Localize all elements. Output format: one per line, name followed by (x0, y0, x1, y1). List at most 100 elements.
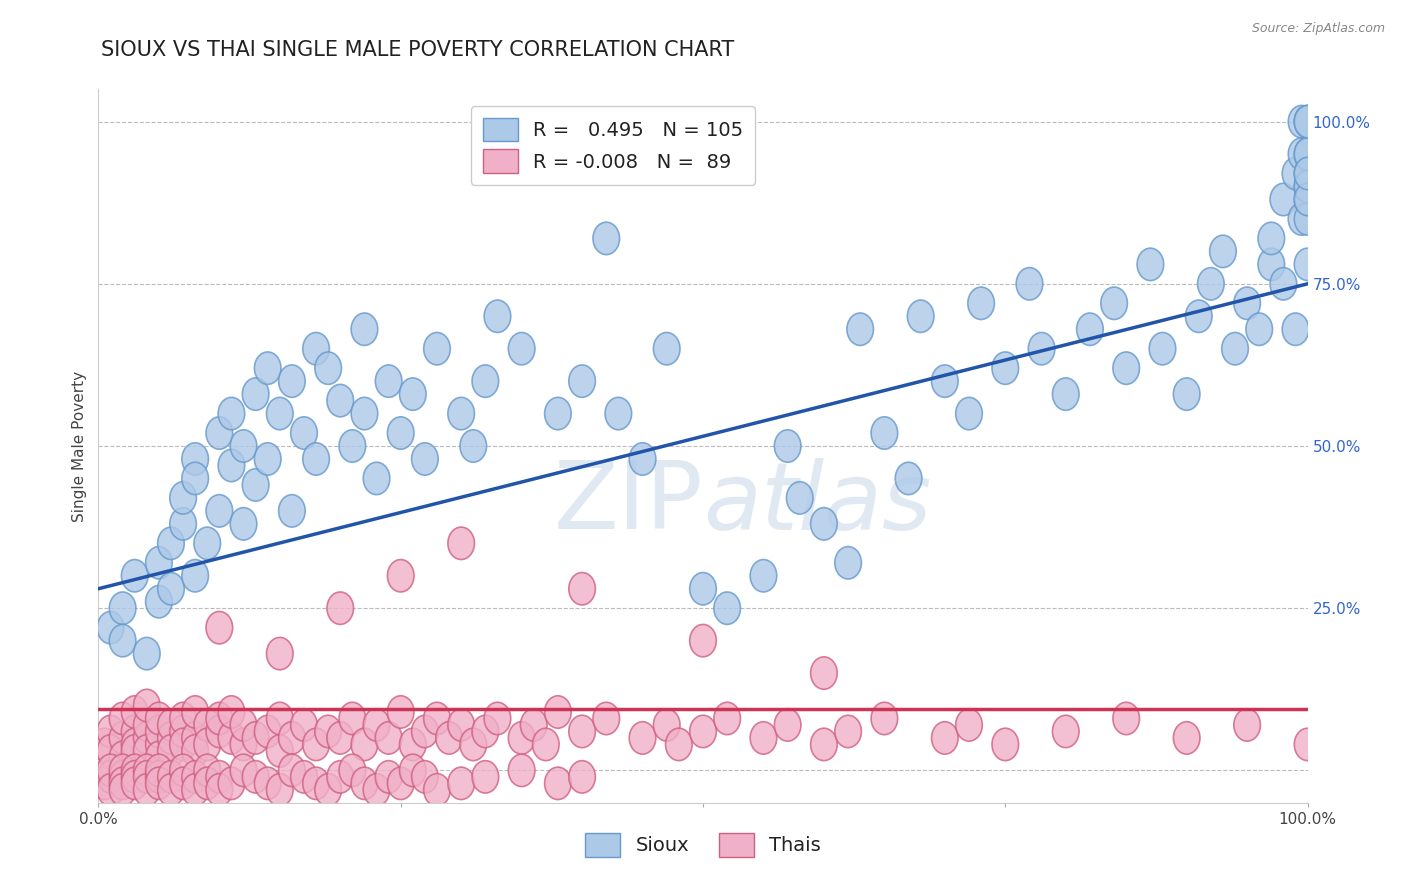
Ellipse shape (194, 728, 221, 761)
Ellipse shape (1149, 333, 1175, 365)
Ellipse shape (194, 527, 221, 559)
Ellipse shape (1198, 268, 1225, 300)
Ellipse shape (181, 442, 208, 475)
Ellipse shape (181, 462, 208, 495)
Ellipse shape (157, 527, 184, 559)
Ellipse shape (302, 333, 329, 365)
Ellipse shape (315, 715, 342, 747)
Ellipse shape (170, 767, 197, 799)
Ellipse shape (544, 696, 571, 728)
Ellipse shape (412, 442, 439, 475)
Ellipse shape (967, 287, 994, 319)
Ellipse shape (328, 384, 353, 417)
Ellipse shape (449, 767, 474, 799)
Ellipse shape (956, 397, 983, 430)
Ellipse shape (509, 754, 534, 787)
Ellipse shape (110, 767, 136, 799)
Ellipse shape (569, 761, 595, 793)
Ellipse shape (267, 735, 292, 767)
Ellipse shape (714, 702, 741, 735)
Ellipse shape (654, 333, 681, 365)
Ellipse shape (569, 365, 595, 397)
Ellipse shape (146, 767, 172, 799)
Ellipse shape (291, 709, 318, 741)
Ellipse shape (484, 300, 510, 333)
Ellipse shape (1295, 170, 1320, 202)
Ellipse shape (242, 468, 269, 501)
Ellipse shape (278, 365, 305, 397)
Ellipse shape (352, 313, 378, 345)
Text: SIOUX VS THAI SINGLE MALE POVERTY CORRELATION CHART: SIOUX VS THAI SINGLE MALE POVERTY CORREL… (101, 40, 734, 60)
Ellipse shape (146, 754, 172, 787)
Ellipse shape (339, 754, 366, 787)
Ellipse shape (121, 715, 148, 747)
Ellipse shape (181, 559, 208, 592)
Ellipse shape (146, 761, 172, 793)
Ellipse shape (1174, 722, 1199, 754)
Ellipse shape (218, 696, 245, 728)
Ellipse shape (1288, 105, 1315, 138)
Legend: Sioux, Thais: Sioux, Thais (578, 825, 828, 864)
Ellipse shape (97, 754, 124, 787)
Ellipse shape (278, 722, 305, 754)
Ellipse shape (1282, 157, 1309, 190)
Ellipse shape (388, 696, 413, 728)
Ellipse shape (207, 715, 232, 747)
Ellipse shape (170, 508, 197, 540)
Ellipse shape (194, 709, 221, 741)
Ellipse shape (267, 397, 292, 430)
Ellipse shape (1295, 105, 1320, 138)
Ellipse shape (751, 722, 776, 754)
Ellipse shape (352, 767, 378, 799)
Ellipse shape (352, 397, 378, 430)
Ellipse shape (399, 728, 426, 761)
Ellipse shape (630, 442, 655, 475)
Ellipse shape (1295, 248, 1320, 281)
Ellipse shape (231, 754, 257, 787)
Y-axis label: Single Male Poverty: Single Male Poverty (72, 370, 87, 522)
Ellipse shape (835, 547, 862, 579)
Ellipse shape (399, 754, 426, 787)
Ellipse shape (544, 397, 571, 430)
Ellipse shape (231, 508, 257, 540)
Ellipse shape (170, 715, 197, 747)
Ellipse shape (302, 442, 329, 475)
Ellipse shape (181, 696, 208, 728)
Ellipse shape (544, 767, 571, 799)
Ellipse shape (242, 761, 269, 793)
Ellipse shape (1017, 268, 1043, 300)
Ellipse shape (690, 715, 716, 747)
Ellipse shape (218, 722, 245, 754)
Ellipse shape (157, 773, 184, 806)
Ellipse shape (110, 702, 136, 735)
Ellipse shape (302, 767, 329, 799)
Ellipse shape (181, 722, 208, 754)
Ellipse shape (1270, 183, 1296, 216)
Text: Source: ZipAtlas.com: Source: ZipAtlas.com (1251, 22, 1385, 36)
Ellipse shape (509, 333, 534, 365)
Ellipse shape (91, 728, 118, 761)
Ellipse shape (242, 722, 269, 754)
Ellipse shape (1053, 715, 1078, 747)
Ellipse shape (1295, 183, 1320, 216)
Ellipse shape (1295, 183, 1320, 216)
Text: atlas: atlas (703, 458, 931, 549)
Ellipse shape (134, 761, 160, 793)
Ellipse shape (1288, 202, 1315, 235)
Ellipse shape (267, 702, 292, 735)
Ellipse shape (1114, 702, 1139, 735)
Ellipse shape (1282, 313, 1309, 345)
Ellipse shape (775, 709, 801, 741)
Ellipse shape (1185, 300, 1212, 333)
Ellipse shape (97, 715, 124, 747)
Ellipse shape (134, 735, 160, 767)
Ellipse shape (1295, 157, 1320, 190)
Ellipse shape (1295, 138, 1320, 170)
Ellipse shape (121, 754, 148, 787)
Ellipse shape (352, 728, 378, 761)
Ellipse shape (993, 728, 1018, 761)
Ellipse shape (1295, 170, 1320, 202)
Ellipse shape (231, 709, 257, 741)
Ellipse shape (484, 702, 510, 735)
Ellipse shape (460, 430, 486, 462)
